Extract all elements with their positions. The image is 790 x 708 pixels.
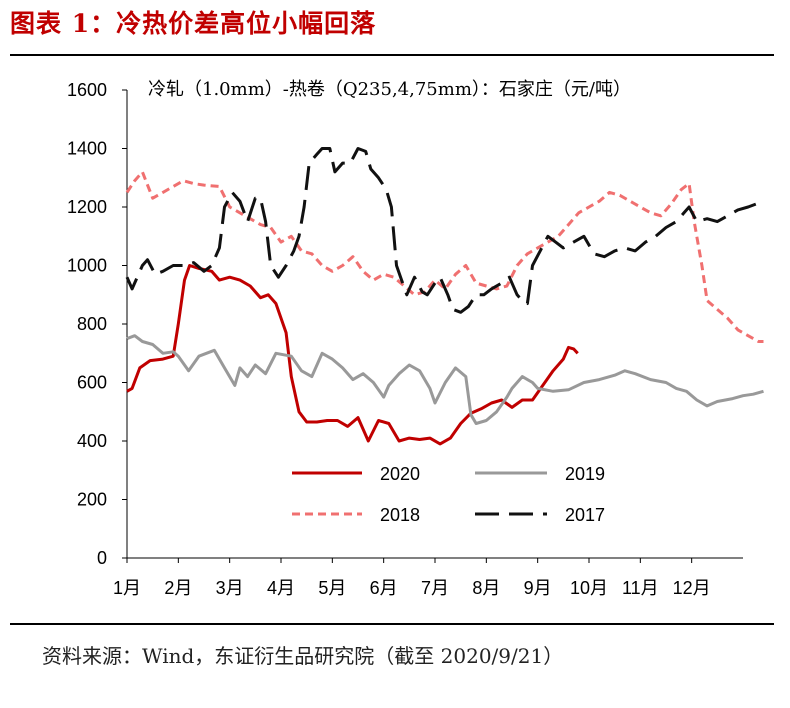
y-tick-label: 1200 bbox=[67, 197, 107, 217]
bottom-rule bbox=[10, 623, 774, 625]
x-tick-label: 9月 bbox=[524, 578, 552, 598]
x-tick-label: 8月 bbox=[472, 578, 500, 598]
legend-label-2017: 2017 bbox=[565, 505, 605, 525]
y-tick-label: 1000 bbox=[67, 256, 107, 276]
x-tick-label: 6月 bbox=[370, 578, 398, 598]
series-lines bbox=[125, 147, 764, 446]
series-line-2017 bbox=[125, 147, 757, 314]
top-rule bbox=[10, 54, 774, 56]
figure-title: 图表 1：冷热价差高位小幅回落 bbox=[10, 9, 377, 38]
x-tick-label: 11月 bbox=[622, 578, 659, 598]
legend-label-2018: 2018 bbox=[380, 505, 420, 525]
x-tick-label: 10月 bbox=[570, 578, 608, 598]
y-tick-label: 1400 bbox=[67, 139, 107, 159]
series-line-2020 bbox=[126, 264, 579, 446]
x-tick-label: 5月 bbox=[318, 578, 346, 598]
y-ticks: 0 200 400 600 800 1000 1200 1400 1600 bbox=[67, 80, 127, 568]
y-tick-label: 600 bbox=[77, 373, 107, 393]
y-tick-label: 800 bbox=[77, 314, 107, 334]
source-note: 资料来源：Wind，东证衍生品研究院（截至 2020/9/21） bbox=[42, 644, 564, 668]
x-tick-label: 12月 bbox=[673, 578, 711, 598]
chart: 冷轧（1.0mm）-热卷（Q235,4,75mm）：石家庄（元/吨） 0 200 4… bbox=[67, 79, 764, 598]
x-tick-label: 7月 bbox=[421, 578, 449, 598]
legend: 2020 2019 2018 2017 bbox=[292, 464, 605, 525]
y-tick-label: 400 bbox=[77, 431, 107, 451]
x-tick-label: 4月 bbox=[267, 578, 295, 598]
y-tick-label: 0 bbox=[97, 548, 107, 568]
series-line-2018 bbox=[125, 170, 764, 343]
y-tick-label: 200 bbox=[77, 490, 107, 510]
x-tick-label: 1月 bbox=[113, 578, 141, 598]
series-line-2019 bbox=[126, 334, 764, 425]
x-tick-label: 3月 bbox=[216, 578, 244, 598]
legend-label-2019: 2019 bbox=[565, 464, 605, 484]
y-tick-label: 1600 bbox=[67, 80, 107, 100]
chart-subtitle: 冷轧（1.0mm）-热卷（Q235,4,75mm）：石家庄（元/吨） bbox=[148, 79, 631, 100]
x-ticks: 1月 2月 3月 4月 5月 6月 7月 8月 9月 10月 11月 12月 bbox=[113, 558, 711, 598]
legend-label-2020: 2020 bbox=[380, 464, 420, 484]
x-tick-label: 2月 bbox=[164, 578, 192, 598]
